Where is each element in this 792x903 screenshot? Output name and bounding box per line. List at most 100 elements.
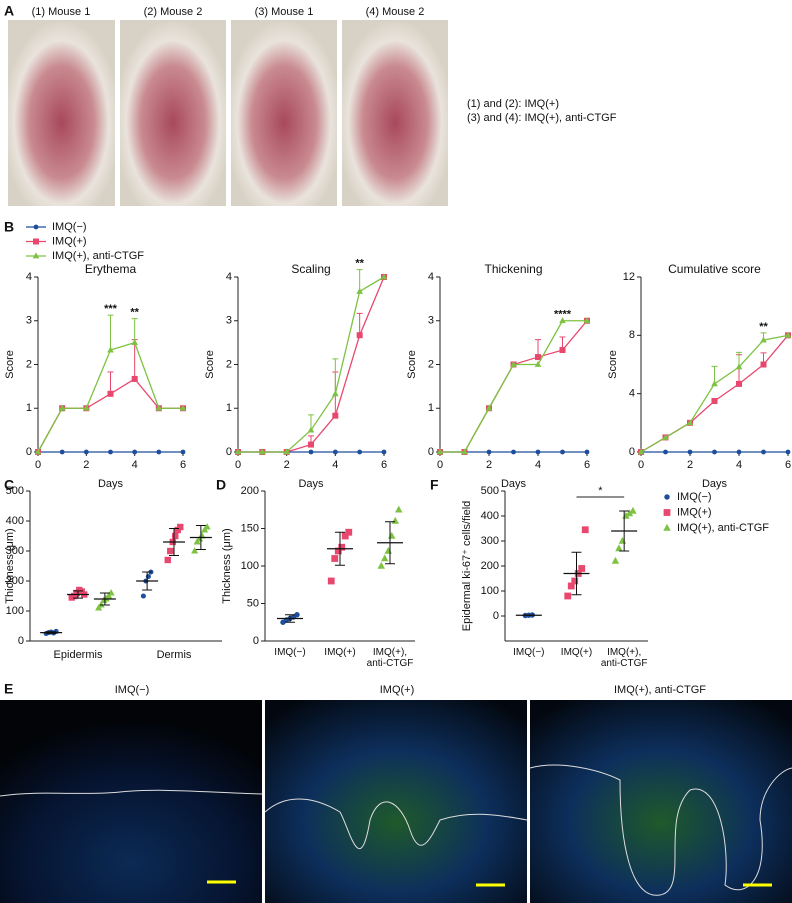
x-axis-label: Days: [98, 478, 124, 490]
marker: [760, 336, 767, 343]
marker: [203, 523, 211, 530]
series-line: [440, 320, 588, 453]
marker: [395, 505, 403, 513]
sd-bar: [619, 510, 630, 552]
x-label-box: IMQ(+), anti-CTGF: [366, 647, 414, 669]
y-tick-label: 1: [26, 402, 32, 414]
x-tick-label: IMQ(+), anti-CTGF: [600, 647, 648, 669]
marker: [578, 565, 586, 572]
y-tick-label: 0: [26, 446, 32, 458]
photo-legend: (1) and (2): IMQ(+): [467, 98, 559, 110]
x-tick-label: IMQ(+), anti-CTGF: [366, 647, 414, 669]
x-label-box: IMQ(−): [274, 647, 305, 658]
panel-a-photos: [8, 20, 448, 206]
marker: [581, 526, 589, 534]
marker: [145, 573, 151, 580]
y-tick-label: 4: [428, 271, 434, 283]
marker: [511, 449, 516, 455]
marker: [294, 612, 300, 618]
marker: [356, 332, 363, 339]
x-label-box: IMQ(+): [324, 647, 355, 658]
marker: [167, 547, 174, 555]
y-tick-label: 100: [241, 560, 259, 572]
legend-label: IMQ(−): [677, 491, 712, 503]
photo-label: (2) Mouse 2: [144, 6, 203, 18]
chart-title: Cumulative score: [668, 262, 761, 276]
marker: [131, 375, 138, 382]
y-tick-label: 12: [623, 271, 635, 283]
marker: [384, 546, 392, 554]
y-tick-label: 200: [481, 560, 499, 572]
y-tick-label: 200: [6, 575, 24, 587]
marker: [177, 523, 184, 531]
boundary: [0, 789, 263, 797]
marker: [611, 556, 620, 564]
marker: [534, 360, 542, 367]
marker: [357, 449, 363, 455]
x-label-box: IMQ(−): [513, 647, 544, 658]
sd-bar: [523, 614, 534, 616]
marker: [259, 448, 266, 455]
panel-label: F: [430, 477, 439, 493]
panel-label: C: [4, 477, 14, 493]
marker: [33, 238, 39, 245]
marker: [567, 582, 575, 590]
y-tick-label: 0: [253, 635, 259, 647]
y-tick-label: 400: [6, 515, 24, 527]
marker: [784, 331, 792, 338]
y-axis-label: Score: [204, 350, 216, 379]
sd-bar: [46, 631, 57, 634]
photo-label: (3) Mouse 1: [255, 6, 314, 18]
marker: [662, 433, 669, 440]
panel-label: E: [4, 681, 13, 697]
legend-label: IMQ(−): [52, 221, 87, 233]
y-axis-label: Score: [607, 350, 619, 379]
panel-label: A: [4, 3, 14, 19]
legend-label: IMQ(+), anti-CTGF: [52, 250, 144, 262]
y-tick-label: 50: [247, 597, 259, 609]
y-tick-label: 4: [629, 388, 635, 400]
y-tick-label: 0: [493, 610, 499, 622]
y-tick-label: 4: [226, 271, 232, 283]
marker: [83, 449, 89, 455]
x-tick-label: Epidermis: [54, 649, 103, 661]
marker: [510, 360, 517, 367]
marker: [736, 380, 742, 387]
sd-bar: [571, 551, 582, 596]
photo: [8, 20, 115, 206]
y-tick-label: 100: [481, 585, 499, 597]
y-axis-label: Thickness (μm): [4, 528, 16, 603]
x-tick-label: 2: [284, 459, 290, 471]
marker: [615, 544, 623, 552]
marker: [760, 361, 767, 368]
marker: [156, 449, 162, 455]
photo-legend: (3) and (4): IMQ(+), anti-CTGF: [467, 112, 617, 124]
error-bar: [356, 312, 363, 336]
marker: [687, 449, 693, 455]
x-tick-label: 0: [235, 459, 241, 471]
marker: [711, 397, 718, 404]
marker: [736, 449, 742, 455]
marker: [191, 547, 199, 554]
marker: [107, 589, 115, 596]
boundary: [529, 764, 792, 896]
y-tick-label: 150: [241, 522, 259, 534]
x-tick-label: 6: [381, 459, 387, 471]
marker: [381, 449, 387, 455]
error-bar: [332, 358, 339, 394]
marker: [327, 577, 335, 585]
marker: [583, 317, 591, 324]
marker: [629, 506, 637, 514]
panel-e-images: [0, 700, 792, 903]
chart-title: Scaling: [291, 262, 330, 276]
boundary: [264, 798, 528, 850]
y-tick-label: 1: [428, 402, 434, 414]
marker: [535, 449, 541, 455]
marker: [332, 412, 339, 419]
chart-title: Erythema: [85, 262, 137, 276]
marker: [461, 448, 468, 455]
marker: [686, 419, 694, 426]
photo: [342, 20, 448, 206]
y-axis-label: Score: [4, 350, 16, 379]
